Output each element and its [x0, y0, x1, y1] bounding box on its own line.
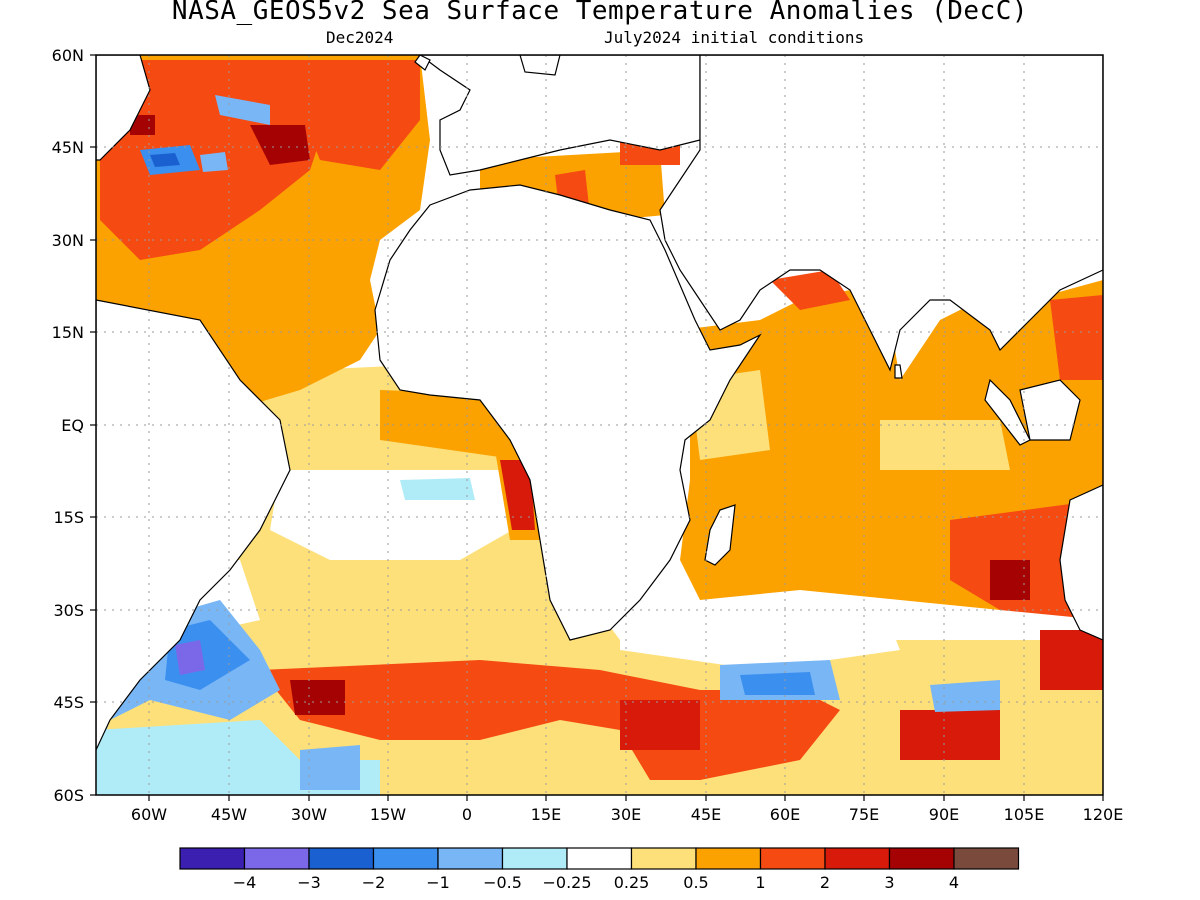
colorbar-label: 2: [820, 873, 830, 892]
lon-label: 30W: [291, 805, 327, 824]
colorbar-label: −0.25: [542, 873, 591, 892]
forecast-month-label: Dec2024: [326, 28, 394, 47]
longitude-labels: 60W 45W 30W 15W 0 15E 30E 45E 60E 75E 90…: [131, 805, 1123, 824]
lon-label: 60E: [770, 805, 800, 824]
lon-label: 60W: [131, 805, 167, 824]
colorbar-swatch: [308, 847, 375, 870]
colorbar-swatch: [759, 847, 826, 870]
colorbar-label: 0.5: [683, 873, 708, 892]
lat-label: 60S: [53, 786, 84, 805]
colorbar-swatch: [953, 847, 1020, 870]
colorbar-swatch: [501, 847, 568, 870]
lat-label: 30S: [53, 601, 84, 620]
lon-label: 105E: [1004, 805, 1045, 824]
lat-label: 15N: [52, 323, 84, 342]
map-area: [96, 55, 1103, 795]
axis-ticks: [90, 54, 1104, 801]
lat-label: 45S: [53, 693, 84, 712]
colorbar-label: 3: [884, 873, 894, 892]
south-america-landmass: [96, 299, 291, 751]
lon-label: 15W: [370, 805, 406, 824]
colorbar-label: −1: [426, 873, 450, 892]
colorbar-label: 1: [755, 873, 765, 892]
colorbar-label: 4: [949, 873, 959, 892]
colorbar-swatch: [437, 847, 504, 870]
north-america-landmass: [96, 55, 151, 161]
lon-label: 45E: [691, 805, 721, 824]
map-title: NASA_GEOS5v2 Sea Surface Temperature Ano…: [171, 0, 1029, 26]
graticule: [96, 55, 1103, 795]
colorbar-label: −3: [297, 873, 321, 892]
africa-landmass: [374, 184, 762, 641]
colorbar-swatch: [695, 847, 762, 870]
colorbar-swatch: [372, 847, 439, 870]
land-masses: [96, 55, 1103, 751]
colorbar: −4 −3 −2 −1 −0.5 −0.25 0.25 0.5 1 2 3 4: [179, 847, 1020, 892]
lat-label: 15S: [53, 508, 84, 527]
colorbar-swatch: [243, 847, 310, 870]
lon-label: 0: [462, 805, 472, 824]
lon-label: 120E: [1083, 805, 1124, 824]
latitude-labels: 60N 45N 30N 15N EQ 15S 30S 45S 60S: [52, 46, 84, 805]
colorbar-swatch: [888, 847, 955, 870]
lon-label: 30E: [611, 805, 641, 824]
initial-conditions-label: July2024 initial conditions: [604, 28, 865, 47]
lon-label: 15E: [531, 805, 561, 824]
lon-label: 45W: [211, 805, 247, 824]
colorbar-label: 0.25: [614, 873, 650, 892]
colorbar-swatch: [630, 847, 697, 870]
madagascar-landmass: [704, 504, 736, 566]
lon-label: 75E: [849, 805, 879, 824]
lat-label: 30N: [52, 231, 84, 250]
lat-label: 60N: [52, 46, 84, 65]
colorbar-label: −2: [362, 873, 386, 892]
lat-label: EQ: [61, 416, 84, 435]
colorbar-swatch: [566, 847, 633, 870]
colorbar-swatch: [824, 847, 891, 870]
colorbar-label: −4: [233, 873, 257, 892]
australia-landmass: [1059, 484, 1103, 641]
colorbar-swatch: [179, 847, 246, 870]
lat-label: 45N: [52, 138, 84, 157]
lon-label: 90E: [929, 805, 959, 824]
colorbar-label: −0.5: [483, 873, 522, 892]
